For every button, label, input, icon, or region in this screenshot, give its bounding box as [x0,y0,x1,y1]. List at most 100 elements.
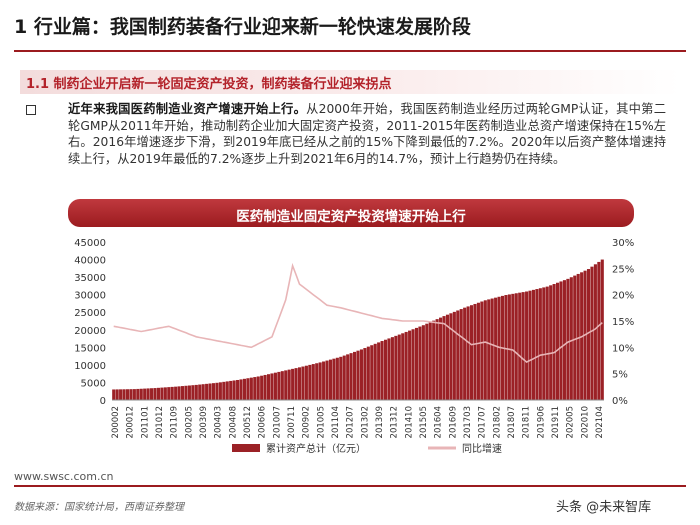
x-tick-label: 201807 [507,406,517,438]
bar-mark [432,320,436,400]
bar-mark [390,337,394,400]
bar-mark [377,342,381,400]
bar-mark [542,287,546,400]
y-left-tick-label: 45000 [74,238,106,249]
y-right-tick-label: 30% [612,238,634,249]
bar-mark [380,341,384,400]
bar-mark [297,367,302,400]
bar-mark [215,382,219,400]
x-tick-label: 201007 [272,406,282,438]
y-left-tick-label: 40000 [74,256,106,267]
bar-mark [184,385,188,400]
bar-mark [287,369,291,400]
bar-mark [449,313,453,400]
x-tick-label: 201911 [551,406,561,438]
bar-mark [349,353,353,400]
x-tick-label: 201811 [522,406,532,438]
bar-mark [439,317,443,400]
legend-swatch-bar [232,444,260,452]
bar-mark [445,314,450,400]
bar-mark [156,387,160,400]
x-tick-label: 200512 [243,406,253,438]
bar-mark [208,383,212,400]
square-bullet-icon [26,105,36,115]
bar-mark [600,259,604,400]
bar-mark [191,385,195,400]
bar-mark [507,294,511,400]
bar-mark [487,299,491,400]
x-tick-label: 201302 [360,406,370,438]
bar-mark [119,389,123,400]
x-tick-label: 201101 [140,406,150,438]
bar-mark [115,389,119,400]
bar-mark [425,323,429,400]
footer-url[interactable]: www.swsc.com.cn [14,470,114,483]
y-right-tick-label: 15% [612,317,634,328]
bar-mark [315,363,319,400]
bar-mark [132,389,136,400]
chart-title: 医药制造业固定资产投资增速开始上行 [236,209,466,225]
bar-mark [363,348,367,400]
bar-mark [586,269,591,400]
y-left-tick-label: 30000 [74,291,106,302]
bar-mark [456,310,460,400]
bar-mark [180,386,185,400]
y-left-tick-label: 5000 [81,378,106,389]
x-tick-label: 200403 [214,406,224,438]
bar-mark [174,386,178,400]
bar-mark [483,300,487,400]
bar-mark [504,295,508,400]
chart: 0 5000 10000 15000 20000 25000 30000 35000 40000… [74,238,634,455]
x-tick-label: 201906 [536,406,546,438]
bar-mark [129,389,133,400]
bar-mark [463,307,467,400]
bar-mark [373,343,377,400]
bar-mark [566,278,570,400]
x-tick-label: 200606 [258,406,268,438]
bar-mark [521,292,525,400]
bar-mark [242,378,247,400]
bar-mark [562,280,566,400]
bar-mark [383,339,388,400]
bar-mark [366,346,370,400]
bar-mark [535,289,539,400]
bar-mark [122,389,126,400]
bar-mark [170,386,174,400]
bar-mark [294,368,298,400]
bar-mark [280,371,284,400]
y-right-tick-label: 5% [612,370,628,381]
bar-mark [277,371,281,400]
bar-mark [528,290,532,400]
footer-rule [14,485,686,487]
bar-mark [153,388,157,400]
x-tick-label: 200205 [184,406,194,438]
bar-mark [494,297,498,400]
bar-mark [397,334,401,400]
bar-mark [442,316,446,400]
legend-label-line: 同比增速 [462,442,502,455]
bar-mark [136,388,140,400]
x-tick-label: 201109 [170,406,180,438]
x-tick-label: 201802 [492,406,502,438]
bar-mark [421,325,425,400]
x-tick-label: 201005 [316,406,326,438]
bar-mark [304,365,308,400]
title-rule [14,50,686,52]
bar-mark [370,345,374,400]
bar-mark [490,298,494,400]
bar-mark [260,375,264,400]
slide-title: 1 行业篇：我国制药装备行业迎来新一轮快速发展阶段 [14,16,471,38]
bar-mark [125,389,130,400]
bar-mark [538,288,542,400]
bar-mark [404,331,408,400]
bar-mark [342,355,346,400]
bar-mark [322,361,326,400]
bar-mark [201,384,205,400]
bar-mark [514,293,518,400]
section-label: 1.1 制药企业开启新一轮固定资产投资，制药装备行业迎来拐点 [26,77,392,92]
bar-mark [469,305,474,400]
bar-mark [143,388,147,400]
bar-mark [146,388,150,400]
bar-mark [211,383,216,400]
bar-mark [239,379,243,400]
